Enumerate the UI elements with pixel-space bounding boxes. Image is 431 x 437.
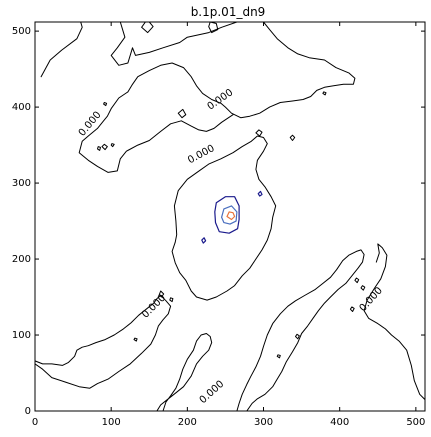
x-tick-label-300: 300 [254, 417, 273, 428]
contour-line-level-0-27 [360, 285, 366, 291]
contour-line-level-0-7 [97, 146, 101, 151]
contour-line-level-0-4 [78, 22, 356, 173]
x-tick-label-500: 500 [406, 417, 425, 428]
contour-line-level-0-22 [169, 297, 174, 303]
x-tick-label-100: 100 [102, 417, 121, 428]
contour-line-level-0-23 [156, 333, 213, 411]
contour-line-level-1-18 [257, 190, 263, 197]
contour-line-level-0-26 [354, 277, 360, 284]
y-tick-label-400: 400 [12, 102, 31, 113]
contour-line-level-0-13 [171, 135, 277, 301]
contour-line-level-0-25 [349, 306, 355, 312]
contour-line-level-0-10 [255, 129, 263, 137]
contour-line-level-1-17 [201, 237, 207, 244]
contour-line-level-0-20 [133, 337, 138, 342]
y-tick-label-200: 200 [12, 254, 31, 265]
contour-line-level-0-8 [110, 143, 115, 148]
axes-frame [34, 21, 426, 412]
contour-lines [35, 22, 425, 411]
x-tick-label-200: 200 [178, 417, 197, 428]
contour-line-level-0-24 [236, 249, 365, 411]
contour-line-level-0-2 [141, 22, 154, 34]
contour-line-level-0-1 [110, 22, 238, 66]
contour-line-level-0-11 [289, 134, 296, 141]
x-tick-label-400: 400 [330, 417, 349, 428]
contour-line-level-0-29 [363, 243, 425, 401]
contour-line-level-0-19 [35, 295, 172, 389]
contour-line-level-0-5 [177, 108, 187, 119]
contour-line-level-0-21 [158, 290, 165, 298]
contour-line-level-0-30 [295, 333, 300, 340]
contour-line-level-0-0 [40, 22, 83, 78]
contour-line-level-0-28 [276, 354, 281, 359]
contour-line-level-3-16 [226, 211, 236, 221]
y-tick-label-300: 300 [12, 178, 31, 189]
contour-line-level-0-6 [101, 143, 108, 151]
y-tick-label-500: 500 [12, 26, 31, 37]
contour-line-level-0-9 [103, 102, 108, 107]
contour-line-level-1-14 [214, 196, 240, 234]
x-axis-ticks: 0 100 200 300 400 500 [32, 22, 425, 428]
y-tick-label-0: 0 [25, 406, 31, 417]
contour-line-level-0-12 [322, 91, 327, 96]
y-axis-ticks: 0 100 200 300 400 500 [12, 26, 425, 417]
chart-title: b.1p.01_dn9 [191, 5, 266, 19]
x-tick-label-0: 0 [32, 417, 38, 428]
contour-line-level-0-3 [208, 22, 219, 34]
y-tick-label-100: 100 [12, 330, 31, 341]
contour-line-level-2-15 [221, 205, 238, 225]
